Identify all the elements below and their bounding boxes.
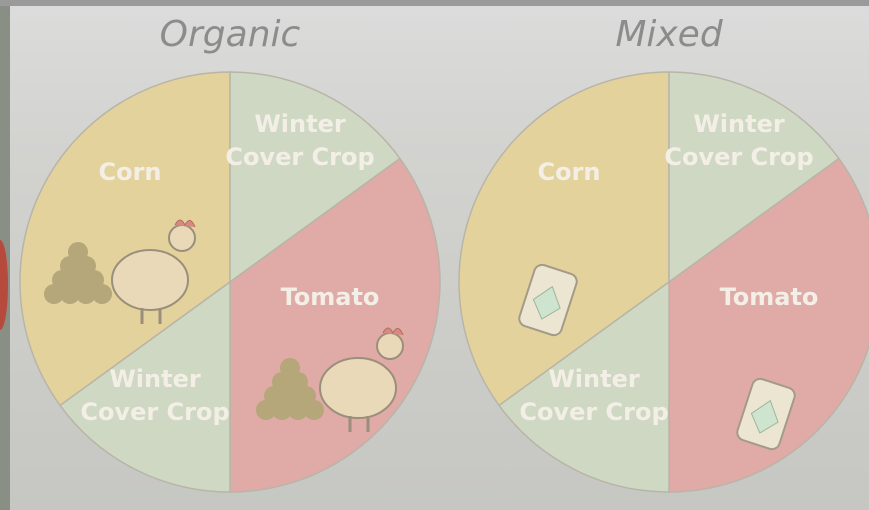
segment-label: Cover Crop — [225, 143, 374, 171]
chicken-head — [169, 225, 195, 251]
segment-label: Cover Crop — [664, 143, 813, 171]
scene: Organic Corn Winter Cover Crop Tomato Winter C… — [0, 0, 869, 510]
manure-ball — [68, 242, 88, 262]
panel-title: Organic — [160, 14, 301, 55]
segment-label: Winter — [693, 110, 785, 138]
panel-title: Mixed — [615, 14, 724, 55]
top-strip — [0, 0, 869, 6]
chicken-body — [320, 358, 396, 418]
chicken-body — [112, 250, 188, 310]
segment-label: Corn — [537, 158, 600, 186]
segment-label: Tomato — [720, 283, 819, 311]
segment-label: Cover Crop — [519, 398, 668, 426]
segment-label: Winter — [109, 365, 201, 393]
manure-ball — [280, 358, 300, 378]
segment-label: Corn — [98, 158, 161, 186]
segment-label: Winter — [254, 110, 346, 138]
segment-label: Tomato — [281, 283, 380, 311]
chicken-head — [377, 333, 403, 359]
segment-label: Winter — [548, 365, 640, 393]
segment-label: Cover Crop — [80, 398, 229, 426]
